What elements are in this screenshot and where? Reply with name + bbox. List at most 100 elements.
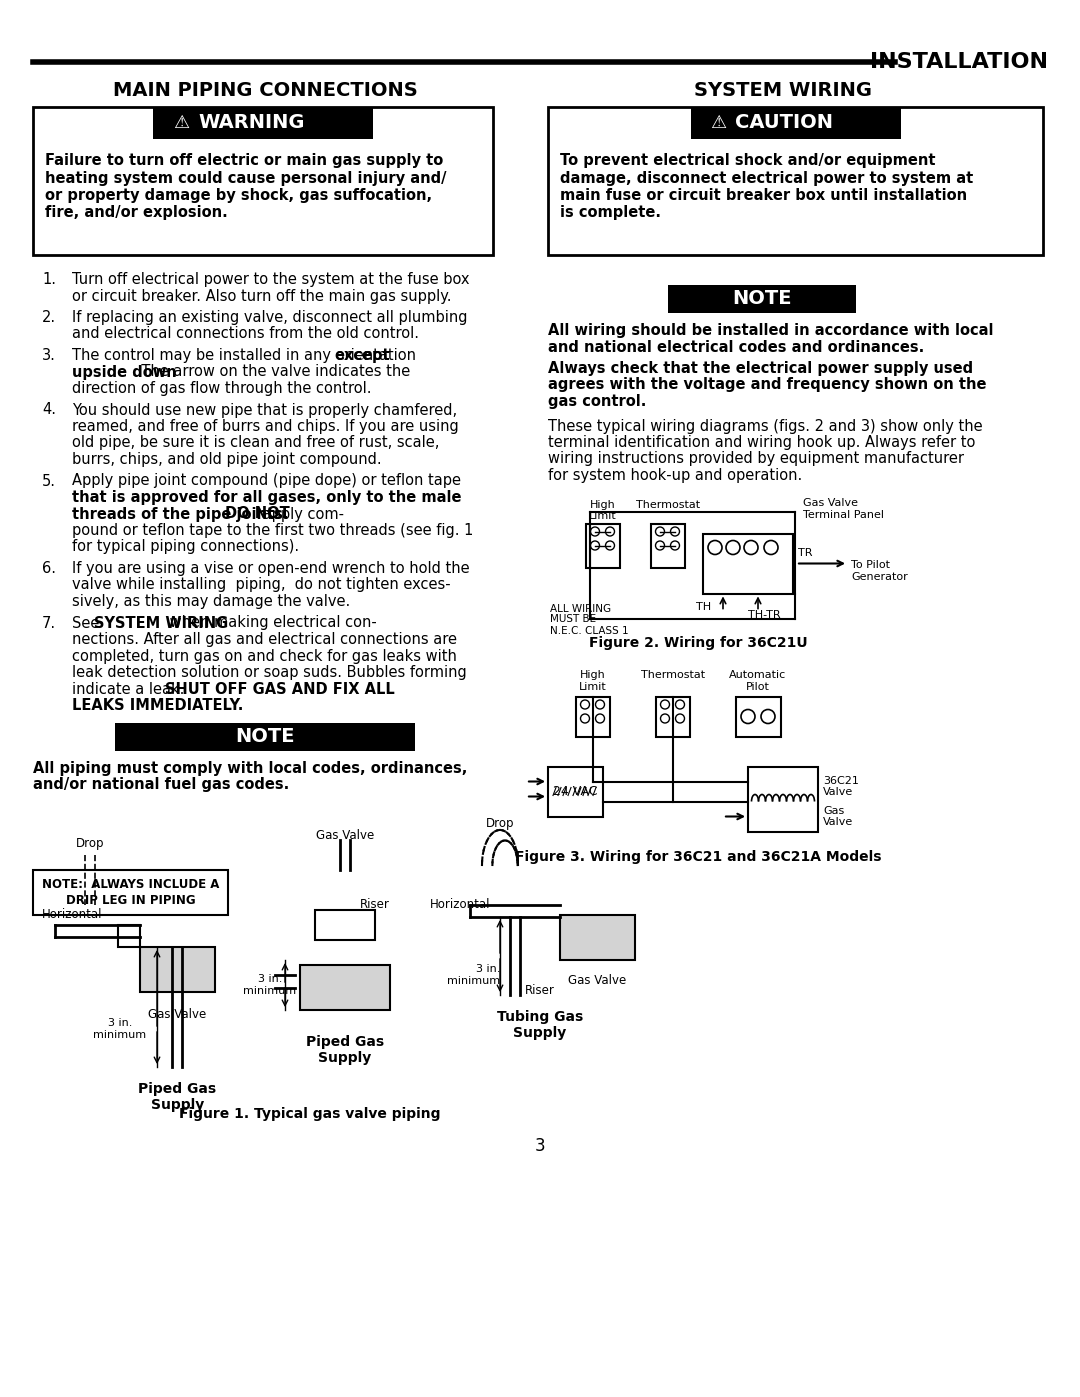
Text: Riser: Riser bbox=[360, 898, 390, 911]
Text: 3.: 3. bbox=[42, 348, 56, 363]
Text: 4.: 4. bbox=[42, 402, 56, 418]
Text: Gas Valve: Gas Valve bbox=[315, 828, 374, 842]
Bar bbox=[669, 285, 856, 313]
Text: valve while installing  piping,  do not tighten exces-: valve while installing piping, do not ti… bbox=[72, 577, 450, 592]
Text: Horizontal: Horizontal bbox=[42, 908, 103, 922]
Circle shape bbox=[761, 710, 775, 724]
Text: Thermostat: Thermostat bbox=[636, 500, 700, 510]
Text: WARNING: WARNING bbox=[198, 113, 305, 133]
Bar bbox=[561, 915, 635, 960]
Bar bbox=[548, 767, 603, 816]
Text: terminal identification and wiring hook up. Always refer to: terminal identification and wiring hook … bbox=[548, 434, 975, 450]
Bar bbox=[33, 108, 492, 256]
Text: and national electrical codes and ordinances.: and national electrical codes and ordina… bbox=[548, 339, 924, 355]
Text: MUST BE: MUST BE bbox=[550, 615, 596, 624]
Text: These typical wiring diagrams (figs. 2 and 3) show only the: These typical wiring diagrams (figs. 2 a… bbox=[548, 419, 983, 433]
Circle shape bbox=[591, 541, 599, 550]
Text: pound or teflon tape to the first two threads (see fig. 1: pound or teflon tape to the first two th… bbox=[72, 522, 473, 538]
Text: 3: 3 bbox=[535, 1137, 545, 1155]
Text: is complete.: is complete. bbox=[561, 205, 661, 221]
Text: Horizontal: Horizontal bbox=[430, 898, 490, 911]
Text: Apply pipe joint compound (pipe dope) or teflon tape: Apply pipe joint compound (pipe dope) or… bbox=[72, 474, 461, 489]
Text: 7.: 7. bbox=[42, 616, 56, 630]
Circle shape bbox=[656, 541, 664, 550]
Text: LEAKS IMMEDIATELY.: LEAKS IMMEDIATELY. bbox=[72, 698, 243, 712]
Bar bbox=[114, 722, 415, 750]
Text: for typical piping connections).: for typical piping connections). bbox=[72, 539, 299, 555]
Circle shape bbox=[595, 714, 605, 724]
Circle shape bbox=[671, 541, 679, 550]
Text: All wiring should be installed in accordance with local: All wiring should be installed in accord… bbox=[548, 323, 994, 338]
Bar bbox=[703, 534, 793, 594]
Text: NOTE:  ALWAYS INCLUDE A
DRIP LEG IN PIPING: NOTE: ALWAYS INCLUDE A DRIP LEG IN PIPIN… bbox=[42, 879, 219, 907]
Bar bbox=[586, 524, 620, 567]
Text: SYSTEM WIRING: SYSTEM WIRING bbox=[694, 81, 872, 99]
Circle shape bbox=[606, 527, 615, 536]
Text: wiring instructions provided by equipment manufacturer: wiring instructions provided by equipmen… bbox=[548, 451, 964, 467]
Bar bbox=[140, 947, 215, 992]
Text: Piped Gas
Supply: Piped Gas Supply bbox=[138, 1083, 217, 1112]
Text: for system hook-up and operation.: for system hook-up and operation. bbox=[548, 468, 802, 483]
Text: All piping must comply with local codes, ordinances,: All piping must comply with local codes,… bbox=[33, 760, 468, 775]
Text: threads of the pipe joints.: threads of the pipe joints. bbox=[72, 507, 294, 521]
Text: that is approved for all gases, only to the male: that is approved for all gases, only to … bbox=[72, 490, 461, 504]
Circle shape bbox=[581, 700, 590, 710]
Text: High
Limit: High Limit bbox=[579, 671, 607, 692]
Text: Gas Valve: Gas Valve bbox=[804, 497, 858, 507]
Circle shape bbox=[764, 541, 778, 555]
Bar bbox=[690, 108, 901, 138]
Text: 3 in.
minimum: 3 in. minimum bbox=[94, 1018, 147, 1039]
Circle shape bbox=[661, 714, 670, 724]
Text: old pipe, be sure it is clean and free of rust, scale,: old pipe, be sure it is clean and free o… bbox=[72, 436, 440, 450]
Text: or property damage by shock, gas suffocation,: or property damage by shock, gas suffoca… bbox=[45, 189, 432, 203]
Text: apply com-: apply com- bbox=[258, 507, 343, 521]
Text: upside down: upside down bbox=[72, 365, 177, 380]
Text: Figure 2. Wiring for 36C21U: Figure 2. Wiring for 36C21U bbox=[589, 636, 808, 650]
Text: Always check that the electrical power supply used: Always check that the electrical power s… bbox=[548, 360, 973, 376]
Circle shape bbox=[675, 700, 685, 710]
Text: Drop: Drop bbox=[76, 837, 105, 849]
Text: 5.: 5. bbox=[42, 474, 56, 489]
Text: main fuse or circuit breaker box until installation: main fuse or circuit breaker box until i… bbox=[561, 189, 967, 203]
Text: 2.: 2. bbox=[42, 310, 56, 326]
Text: TH: TH bbox=[696, 602, 711, 612]
Bar bbox=[33, 870, 228, 915]
Text: reamed, and free of burrs and chips. If you are using: reamed, and free of burrs and chips. If … bbox=[72, 419, 459, 434]
Text: burrs, chips, and old pipe joint compound.: burrs, chips, and old pipe joint compoun… bbox=[72, 453, 381, 467]
Text: Automatic
Pilot: Automatic Pilot bbox=[729, 671, 786, 692]
Text: Gas Valve: Gas Valve bbox=[148, 1009, 206, 1021]
Text: The control may be installed in any orientation: The control may be installed in any orie… bbox=[72, 348, 420, 363]
Circle shape bbox=[708, 541, 723, 555]
Text: heating system could cause personal injury and/: heating system could cause personal inju… bbox=[45, 170, 446, 186]
Text: NOTE: NOTE bbox=[235, 726, 295, 746]
Text: and/or national fuel gas codes.: and/or national fuel gas codes. bbox=[33, 777, 289, 792]
Text: 1.: 1. bbox=[42, 272, 56, 286]
Circle shape bbox=[661, 700, 670, 710]
Text: 3 in.
minimum: 3 in. minimum bbox=[243, 974, 297, 996]
Text: Figure 3. Wiring for 36C21 and 36C21A Models: Figure 3. Wiring for 36C21 and 36C21A Mo… bbox=[515, 849, 881, 863]
Text: fire, and/or explosion.: fire, and/or explosion. bbox=[45, 205, 228, 221]
Text: TR: TR bbox=[798, 549, 812, 559]
Circle shape bbox=[726, 541, 740, 555]
Text: INSTALLATION: INSTALLATION bbox=[870, 52, 1048, 73]
Bar bbox=[118, 925, 140, 947]
Circle shape bbox=[675, 714, 685, 724]
Text: Riser: Riser bbox=[525, 983, 555, 996]
Text: 6.: 6. bbox=[42, 562, 56, 576]
Text: agrees with the voltage and frequency shown on the: agrees with the voltage and frequency sh… bbox=[548, 377, 986, 393]
Text: leak detection solution or soap suds. Bubbles forming: leak detection solution or soap suds. Bu… bbox=[72, 665, 467, 680]
Bar bbox=[576, 697, 610, 736]
Text: High
Limit: High Limit bbox=[589, 500, 617, 521]
Text: You should use new pipe that is properly chamfered,: You should use new pipe that is properly… bbox=[72, 402, 457, 418]
Text: To prevent electrical shock and/or equipment: To prevent electrical shock and/or equip… bbox=[561, 154, 935, 168]
Text: nections. After all gas and electrical connections are: nections. After all gas and electrical c… bbox=[72, 631, 457, 647]
Text: See: See bbox=[72, 616, 104, 630]
Text: ⚠: ⚠ bbox=[173, 115, 189, 131]
Text: If replacing an existing valve, disconnect all plumbing: If replacing an existing valve, disconne… bbox=[72, 310, 468, 326]
Circle shape bbox=[606, 541, 615, 550]
Circle shape bbox=[741, 710, 755, 724]
Circle shape bbox=[656, 527, 664, 536]
Circle shape bbox=[671, 527, 679, 536]
Text: ALL WIRING: ALL WIRING bbox=[550, 604, 611, 613]
Bar bbox=[548, 108, 1043, 256]
